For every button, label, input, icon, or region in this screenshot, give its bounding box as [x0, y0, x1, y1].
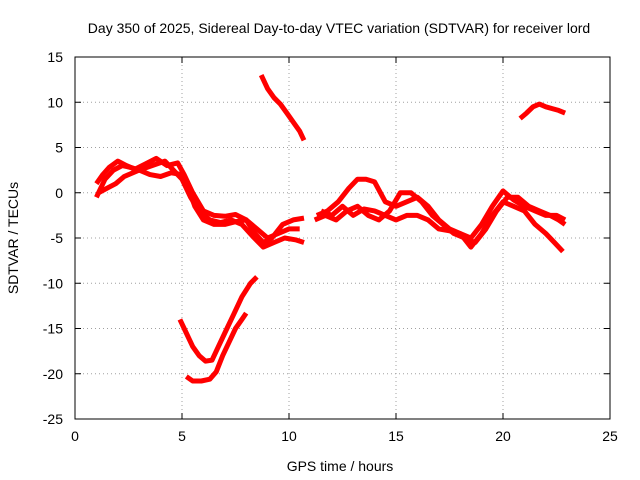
x-tick-label: 25 — [602, 428, 618, 444]
y-tick-label: 5 — [55, 140, 63, 156]
x-tick-label: 5 — [178, 428, 186, 444]
y-tick-label: -15 — [43, 321, 63, 337]
series-arc-4 — [258, 74, 307, 142]
series-arc-5 — [177, 275, 259, 364]
x-tick-label: 10 — [281, 428, 297, 444]
y-tick-label: 15 — [47, 49, 63, 65]
y-tick-label: -10 — [43, 275, 63, 291]
y-tick-label: -25 — [43, 411, 63, 427]
series-arc-10 — [518, 101, 567, 121]
x-tick-label: 15 — [388, 428, 404, 444]
x-axis-label: GPS time / hours — [287, 458, 394, 474]
tick-labels: 0 5 10 15 20 25 -25 -20 -15 -10 -5 0 5 10 15 — [43, 49, 618, 444]
x-tick-label: 20 — [495, 428, 511, 444]
y-tick-label: -5 — [51, 230, 64, 246]
chart-title: Day 350 of 2025, Sidereal Day-to-day VTE… — [88, 20, 590, 36]
y-tick-label: 0 — [55, 185, 63, 201]
series-arc-9 — [320, 199, 565, 254]
series-arc-2 — [94, 155, 305, 245]
y-axis-label: SDTVAR / TECUs — [5, 182, 21, 294]
axis-ticks — [74, 56, 611, 420]
y-tick-label: 10 — [47, 94, 63, 110]
series-arc-8 — [313, 190, 567, 245]
data-series — [94, 74, 567, 384]
series-arc-3 — [97, 158, 305, 250]
y-tick-label: -20 — [43, 366, 63, 382]
series-arc-6 — [184, 311, 249, 384]
x-tick-label: 0 — [71, 428, 79, 444]
